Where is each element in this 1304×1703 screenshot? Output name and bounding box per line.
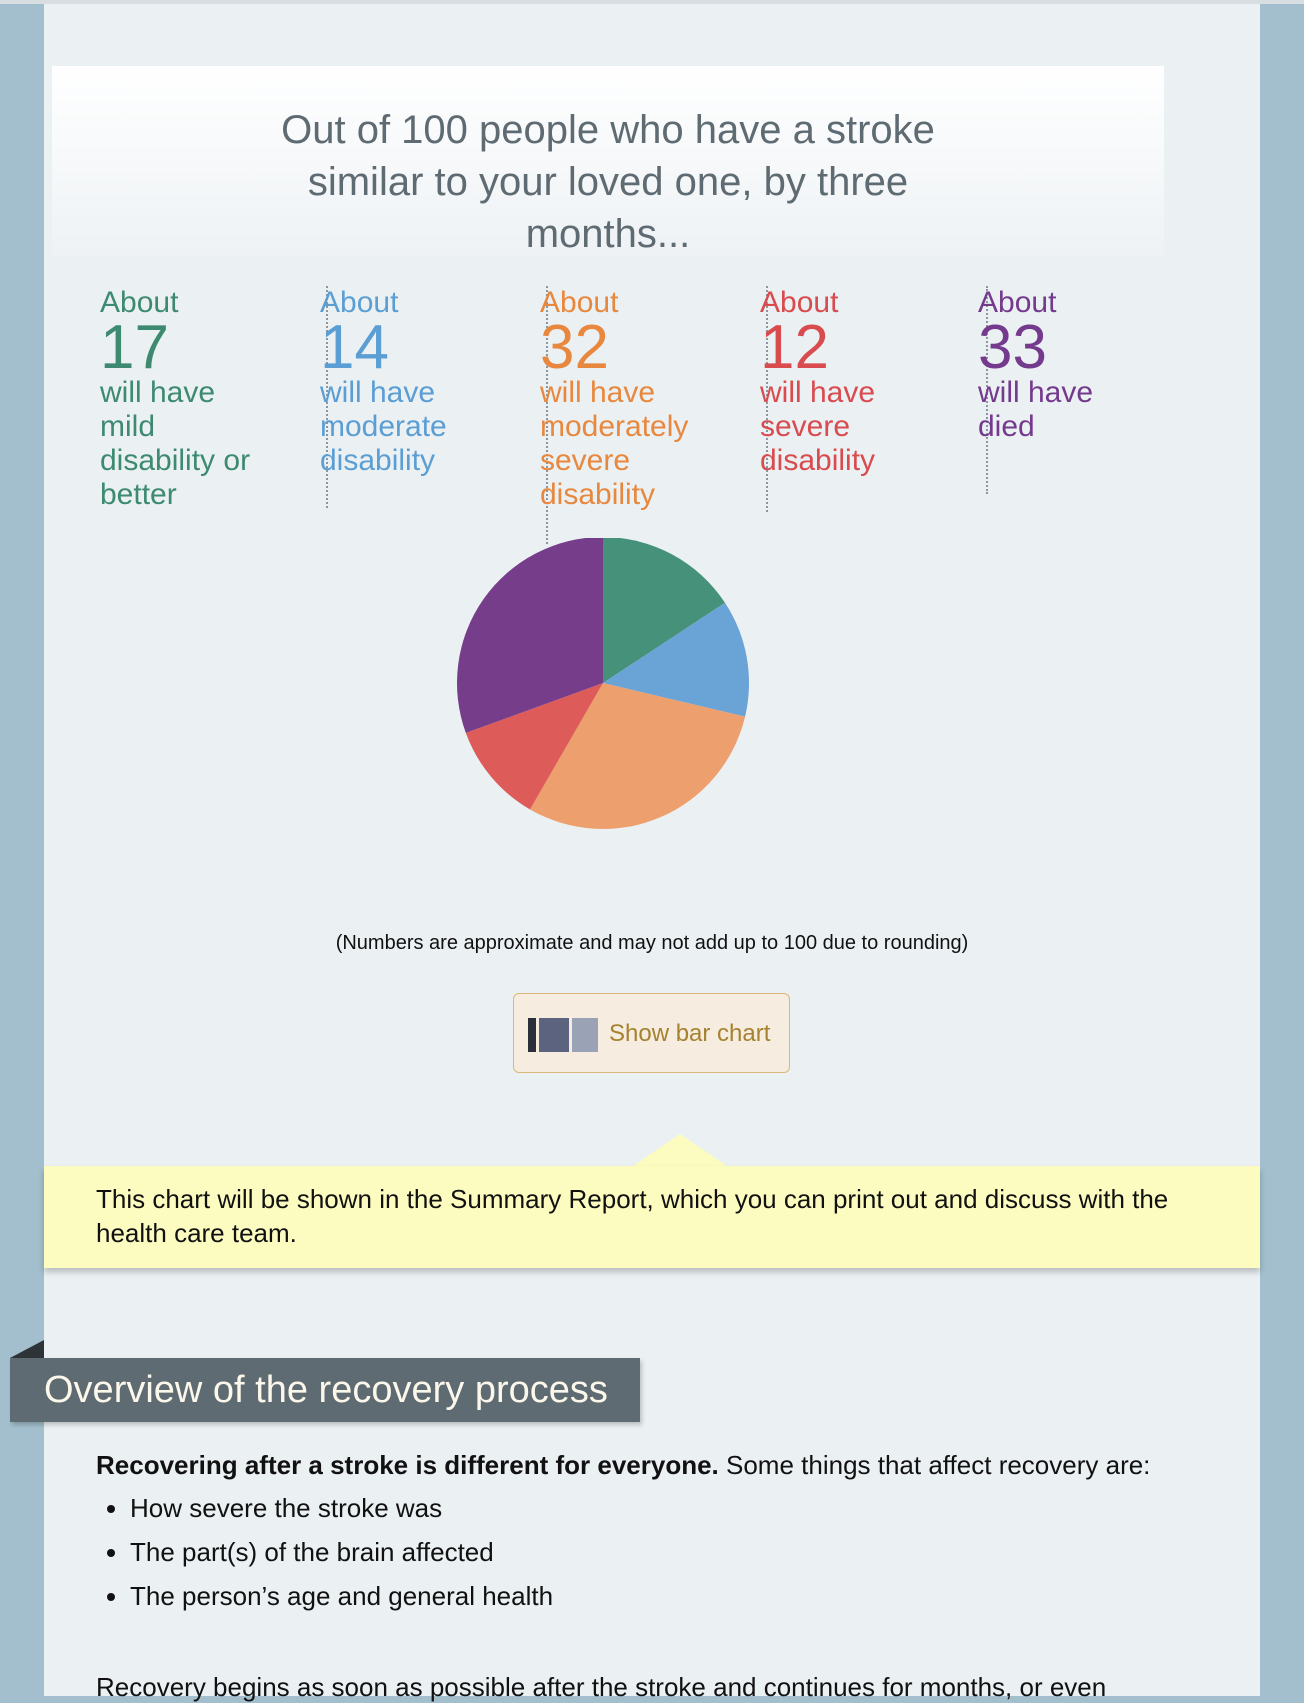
show-bar-chart-button[interactable]: Show bar chart — [513, 993, 790, 1073]
lead-paragraph: Recovering after a stroke is different f… — [96, 1444, 1196, 1486]
summary-report-callout: This chart will be shown in the Summary … — [44, 1166, 1260, 1268]
show-bar-chart-label: Show bar chart — [609, 1020, 771, 1047]
lead-rest: Some things that affect recovery are: — [718, 1450, 1151, 1480]
stat-moderate-disability: About 14 will have moderate disability — [302, 286, 495, 478]
outcome-stats: About 17 will have mild disability or be… — [82, 286, 1182, 546]
factor-list: How severe the stroke was The part(s) of… — [96, 1486, 1196, 1618]
pie-slice-5 — [457, 537, 603, 733]
stat-number: 14 — [320, 313, 389, 382]
stat-number: 32 — [540, 313, 609, 382]
section-body: Recovering after a stroke is different f… — [96, 1444, 1196, 1618]
outcome-pie-chart — [452, 537, 852, 938]
pie-slice-1 — [603, 537, 725, 683]
rounding-note: (Numbers are approximate and may not add… — [335, 932, 969, 954]
section-header: Overview of the recovery process — [10, 1358, 640, 1422]
stat-description: will have mild disability or better — [100, 376, 251, 511]
bar-chart-icon — [528, 1018, 598, 1052]
stat-number: 33 — [978, 313, 1047, 382]
stat-description: will have moderately severe disability — [540, 376, 689, 511]
callout-pointer — [630, 1134, 730, 1168]
pie-slice-4 — [465, 683, 603, 810]
lead-bold: Recovering after a stroke is different f… — [96, 1450, 719, 1480]
stat-severe-disability: About 12 will have severe disability — [742, 286, 935, 478]
column-divider — [546, 286, 548, 544]
pie-slice-2 — [603, 602, 749, 717]
stat-about: About — [100, 286, 179, 319]
result-headline: Out of 100 people who have a stroke simi… — [281, 108, 935, 256]
result-header-card: Out of 100 people who have a stroke simi… — [52, 66, 1164, 256]
stat-description: will have died — [978, 376, 1094, 443]
ribbon-fold — [10, 1340, 44, 1358]
list-item: The part(s) of the brain affected — [130, 1530, 1196, 1574]
stat-about: About — [760, 286, 839, 319]
top-border — [0, 0, 1304, 4]
callout-text: This chart will be shown in the Summary … — [96, 1184, 1169, 1248]
stat-number: 17 — [100, 313, 169, 382]
stat-died: About 33 will have died — [960, 286, 1153, 444]
stat-mild-disability: About 17 will have mild disability or be… — [82, 286, 275, 512]
stat-number: 12 — [760, 313, 829, 382]
list-item: How severe the stroke was — [130, 1486, 1196, 1530]
column-divider — [766, 286, 768, 512]
stat-about: About — [978, 286, 1057, 319]
column-divider — [986, 286, 988, 494]
stat-description: will have moderate disability — [320, 376, 447, 477]
section-title: Overview of the recovery process — [44, 1369, 608, 1411]
recovery-paragraph-partial: Recovery begins as soon as possible afte… — [96, 1672, 1107, 1702]
stat-moderately-severe-disability: About 32 will have moderately severe dis… — [522, 286, 715, 512]
stat-about: About — [540, 286, 619, 319]
list-item: The person’s age and general health — [130, 1574, 1196, 1618]
stat-description: will have severe disability — [760, 376, 876, 477]
pie-svg — [457, 537, 749, 829]
pie-slice-3 — [530, 683, 746, 829]
column-divider — [326, 286, 328, 508]
stat-about: About — [320, 286, 399, 319]
